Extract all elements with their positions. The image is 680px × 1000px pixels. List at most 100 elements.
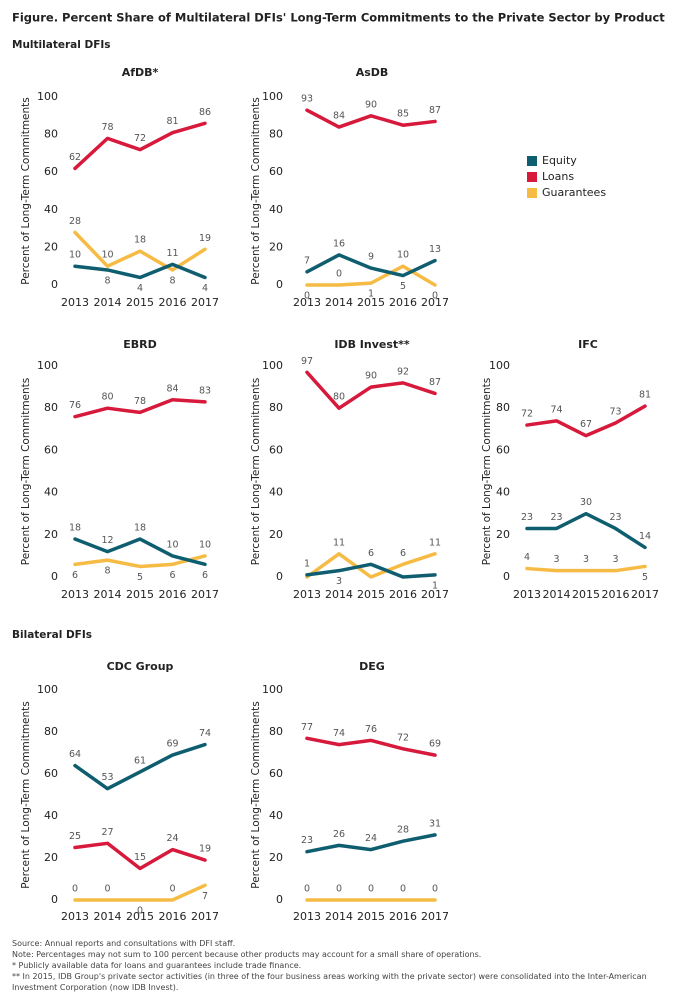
- note: Note: Percentages may not sum to 100 per…: [12, 950, 482, 959]
- y-tick-label: 20: [269, 851, 283, 864]
- chart-title: IDB Invest**: [334, 338, 410, 351]
- y-tick-label: 60: [269, 767, 283, 780]
- data-label: 78: [134, 396, 146, 407]
- y-tick-label: 80: [269, 401, 283, 414]
- data-label: 25: [69, 831, 81, 842]
- y-axis-label: Percent of Long-Term Commitments: [20, 378, 32, 566]
- y-tick-label: 40: [44, 486, 58, 499]
- data-label: 18: [69, 523, 81, 534]
- y-tick-label: 40: [44, 809, 58, 822]
- y-axis-label: Percent of Long-Term Commitments: [20, 701, 32, 889]
- data-label: 0: [400, 884, 406, 895]
- data-label: 0: [336, 269, 342, 280]
- note: * Publicly available data for loans and …: [12, 961, 302, 970]
- series-line: [525, 404, 647, 438]
- data-label: 10: [101, 250, 113, 261]
- x-tick-label: 2014: [94, 296, 122, 309]
- x-tick-label: 2017: [631, 588, 659, 601]
- series-line: [305, 562, 437, 579]
- x-tick-label: 2013: [293, 910, 321, 923]
- legend-swatch: [527, 188, 537, 198]
- y-tick-label: 0: [276, 570, 283, 583]
- y-axis-label: Percent of Long-Term Commitments: [20, 97, 32, 285]
- data-label: 10: [69, 250, 81, 261]
- y-axis-label: Percent of Long-Term Commitments: [250, 97, 262, 285]
- data-label: 86: [199, 107, 211, 118]
- x-tick-label: 2017: [421, 296, 449, 309]
- data-label: 0: [432, 884, 438, 895]
- series-line: [305, 833, 437, 854]
- data-label: 74: [199, 728, 211, 739]
- x-tick-label: 2014: [325, 910, 353, 923]
- notes: Source: Annual reports and consultations…: [12, 938, 672, 993]
- series-line: [305, 552, 437, 579]
- data-label: 97: [301, 356, 313, 367]
- chart-title: IFC: [578, 338, 598, 351]
- y-tick-label: 0: [51, 893, 58, 906]
- legend-label: Guarantees: [542, 186, 606, 199]
- y-tick-label: 0: [51, 570, 58, 583]
- data-label: 0: [137, 906, 143, 917]
- data-label: 6: [202, 570, 208, 581]
- y-tick-label: 0: [51, 278, 58, 291]
- x-tick-label: 2016: [159, 296, 187, 309]
- y-tick-label: 20: [269, 240, 283, 253]
- series-line: [305, 108, 437, 129]
- section-heading: Bilateral DFIs: [12, 629, 92, 641]
- chart-title: EBRD: [123, 338, 157, 351]
- data-label: 19: [199, 233, 211, 244]
- x-tick-label: 2013: [61, 588, 89, 601]
- x-tick-label: 2014: [94, 588, 122, 601]
- data-label: 8: [169, 275, 175, 286]
- data-label: 13: [429, 244, 441, 255]
- y-tick-label: 100: [37, 359, 58, 372]
- data-label: 23: [521, 512, 533, 523]
- y-tick-label: 0: [276, 278, 283, 291]
- data-label: 14: [639, 531, 651, 542]
- data-label: 16: [333, 238, 345, 249]
- data-label: 64: [69, 749, 81, 760]
- data-label: 90: [365, 371, 377, 382]
- data-label: 0: [304, 884, 310, 895]
- x-tick-label: 2015: [357, 588, 385, 601]
- data-label: 28: [397, 825, 409, 836]
- data-label: 23: [609, 512, 621, 523]
- data-label: 31: [429, 818, 441, 829]
- series-line: [73, 121, 207, 171]
- series-line: [305, 370, 437, 410]
- x-tick-label: 2015: [126, 588, 154, 601]
- data-label: 1: [304, 558, 310, 569]
- data-label: 0: [368, 884, 374, 895]
- series-line: [305, 736, 437, 757]
- x-tick-label: 2017: [421, 910, 449, 923]
- series-line: [73, 742, 207, 791]
- x-tick-label: 2016: [389, 910, 417, 923]
- data-label: 28: [69, 216, 81, 227]
- data-label: 72: [134, 133, 146, 144]
- data-label: 6: [400, 548, 406, 559]
- figure: Figure. Percent Share of Multilateral DF…: [12, 11, 665, 924]
- y-tick-label: 80: [496, 401, 510, 414]
- x-tick-label: 2016: [159, 588, 187, 601]
- data-label: 7: [304, 255, 310, 266]
- x-tick-label: 2014: [325, 588, 353, 601]
- data-label: 4: [524, 552, 530, 563]
- data-label: 74: [333, 728, 345, 739]
- y-tick-label: 80: [44, 128, 58, 141]
- x-tick-label: 2013: [61, 296, 89, 309]
- data-label: 7: [202, 891, 208, 902]
- series-line: [525, 511, 647, 550]
- data-label: 1: [368, 289, 374, 300]
- y-tick-label: 80: [269, 725, 283, 738]
- data-label: 92: [397, 366, 409, 377]
- series-line: [73, 537, 207, 567]
- data-label: 18: [134, 523, 146, 534]
- legend-label: Loans: [542, 170, 574, 183]
- data-label: 93: [301, 94, 313, 105]
- legend-swatch: [527, 172, 537, 182]
- data-label: 90: [365, 99, 377, 110]
- series-line: [73, 841, 207, 871]
- data-label: 1: [432, 580, 438, 591]
- y-tick-label: 60: [44, 767, 58, 780]
